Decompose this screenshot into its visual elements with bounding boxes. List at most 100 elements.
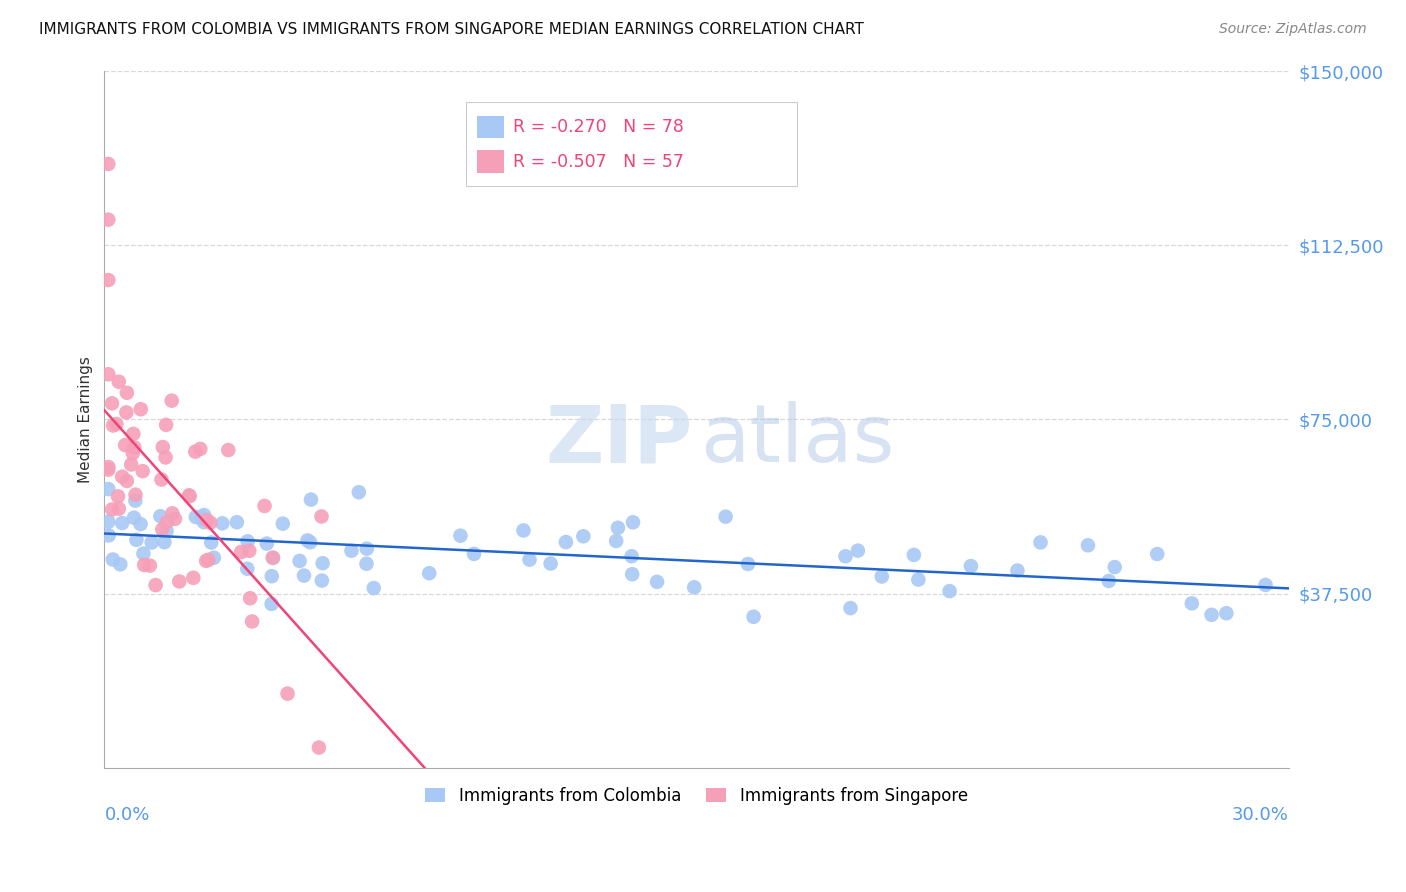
Point: [152, 440, 174, 454]
Text: 30.0%: 30.0%: [1232, 806, 1289, 824]
Point: [97, 460, 120, 475]
Point: [356, 557, 378, 571]
Point: [155, 417, 177, 432]
Point: [347, 485, 370, 500]
Point: [141, 535, 163, 549]
Point: [299, 535, 322, 549]
Point: [115, 405, 138, 419]
Point: [1007, 564, 1029, 578]
Point: [115, 385, 138, 400]
Point: [97, 515, 120, 529]
Point: [1104, 560, 1126, 574]
Point: [742, 609, 765, 624]
Point: [155, 450, 177, 465]
Point: [238, 544, 260, 558]
Text: R = -0.270   N = 78: R = -0.270 N = 78: [513, 118, 683, 136]
Point: [449, 529, 471, 543]
Point: [111, 516, 134, 530]
Point: [311, 556, 333, 570]
Point: [1201, 607, 1223, 622]
Point: [846, 543, 869, 558]
Point: [1215, 606, 1237, 620]
Point: [714, 509, 737, 524]
Point: [645, 574, 668, 589]
Point: [356, 541, 378, 556]
Point: [97, 482, 120, 496]
Point: [1146, 547, 1168, 561]
Point: [101, 418, 124, 433]
Point: [155, 524, 177, 538]
Point: [122, 510, 145, 524]
Point: [129, 517, 152, 532]
Point: [256, 536, 278, 550]
Point: [240, 615, 263, 629]
Point: [907, 573, 929, 587]
Point: [606, 521, 628, 535]
Point: [236, 534, 259, 549]
Point: [870, 569, 893, 583]
Point: [193, 515, 215, 529]
Point: [160, 393, 183, 408]
Point: [163, 512, 186, 526]
Point: [620, 549, 643, 564]
Point: [200, 516, 222, 530]
Point: [292, 568, 315, 582]
Point: [150, 522, 173, 536]
Point: [260, 569, 283, 583]
Point: [121, 446, 143, 460]
Point: [202, 550, 225, 565]
Point: [107, 489, 129, 503]
Point: [262, 550, 284, 565]
Point: [1098, 574, 1121, 588]
Point: [519, 552, 541, 566]
Point: [193, 508, 215, 522]
Text: 0.0%: 0.0%: [104, 806, 150, 824]
Point: [288, 554, 311, 568]
Point: [149, 509, 172, 524]
Point: [97, 273, 120, 287]
Point: [124, 493, 146, 508]
Point: [124, 441, 146, 455]
Point: [308, 740, 330, 755]
Text: R = -0.507   N = 57: R = -0.507 N = 57: [513, 153, 683, 170]
Point: [97, 212, 120, 227]
Point: [195, 554, 218, 568]
Point: [115, 474, 138, 488]
Point: [277, 687, 299, 701]
Point: [97, 462, 120, 476]
Point: [114, 438, 136, 452]
Point: [110, 558, 132, 572]
Text: atlas: atlas: [700, 401, 894, 479]
Point: [179, 489, 201, 503]
Point: [512, 524, 534, 538]
Point: [540, 557, 562, 571]
Y-axis label: Median Earnings: Median Earnings: [79, 356, 93, 483]
Point: [311, 509, 333, 524]
Point: [101, 502, 124, 516]
Point: [253, 499, 276, 513]
Point: [131, 464, 153, 478]
Point: [181, 571, 204, 585]
Point: [211, 516, 233, 531]
Point: [938, 584, 960, 599]
Text: ZIP: ZIP: [546, 401, 693, 479]
Point: [1254, 578, 1277, 592]
Point: [217, 443, 239, 458]
Point: [177, 488, 200, 502]
Point: [1029, 535, 1052, 549]
Point: [225, 515, 247, 529]
Point: [153, 535, 176, 549]
Point: [297, 533, 319, 548]
Text: IMMIGRANTS FROM COLOMBIA VS IMMIGRANTS FROM SINGAPORE MEDIAN EARNINGS CORRELATIO: IMMIGRANTS FROM COLOMBIA VS IMMIGRANTS F…: [39, 22, 865, 37]
Point: [162, 506, 184, 520]
Point: [1181, 596, 1204, 610]
Point: [139, 558, 162, 573]
Point: [197, 553, 219, 567]
Point: [156, 515, 179, 529]
Point: [188, 442, 211, 456]
Point: [683, 580, 706, 594]
Point: [262, 550, 284, 565]
Point: [145, 578, 167, 592]
Point: [120, 458, 142, 472]
Point: [184, 510, 207, 524]
